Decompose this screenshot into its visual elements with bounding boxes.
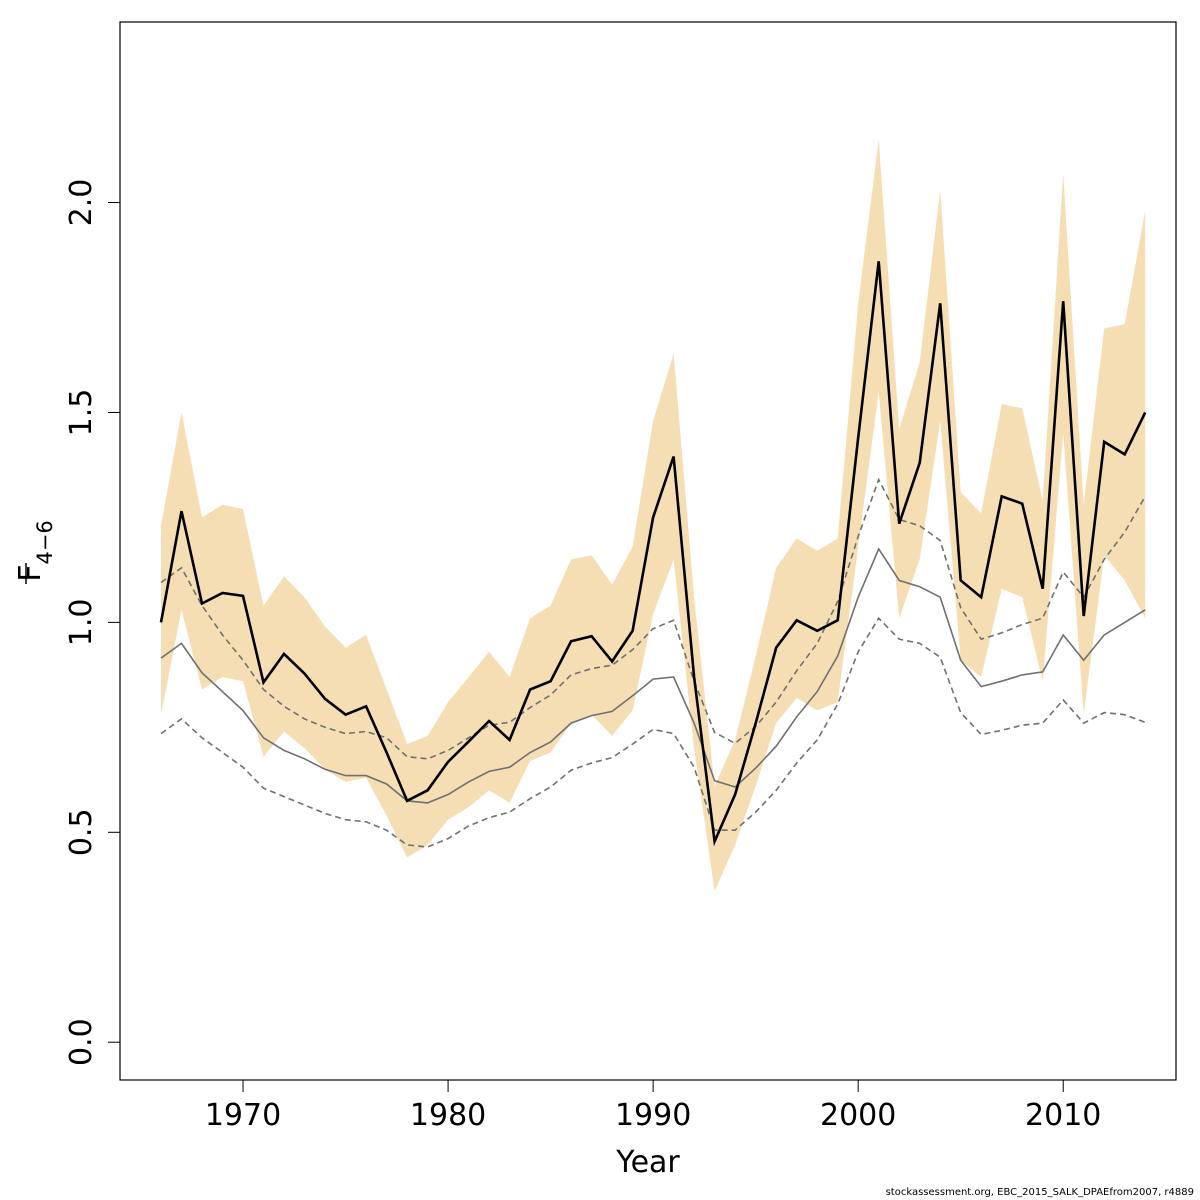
estimate-line-layer bbox=[159, 261, 1147, 847]
svg-text:F4−6: F4−6 bbox=[13, 520, 57, 582]
footer-credit: stockassessment.org, EBC_2015_SALK_DPAEf… bbox=[885, 1187, 1194, 1198]
y-axis-title-subscript: 4−6 bbox=[33, 520, 57, 564]
y-axis-title-main: F bbox=[13, 565, 48, 582]
x-tick-label: 2010 bbox=[1025, 1098, 1101, 1133]
y-axis: 0.0 0.5 1.0 1.5 2.0 bbox=[64, 179, 121, 1066]
x-axis: 1970 1980 1990 2000 2010 bbox=[205, 1079, 1101, 1133]
x-tick-label: 1990 bbox=[615, 1098, 691, 1133]
estimate-line bbox=[159, 261, 1147, 847]
y-tick-label: 0.0 bbox=[64, 1018, 99, 1066]
y-tick-label: 1.0 bbox=[64, 599, 99, 647]
y-tick-label: 0.5 bbox=[64, 808, 99, 856]
y-tick-label: 1.5 bbox=[64, 389, 99, 437]
x-tick-label: 1980 bbox=[410, 1098, 486, 1133]
x-tick-label: 1970 bbox=[205, 1098, 281, 1133]
reference-lines-layer bbox=[160, 477, 1146, 848]
x-axis-title: Year bbox=[615, 1145, 680, 1180]
reference-line bbox=[160, 547, 1146, 804]
x-tick-label: 2000 bbox=[820, 1098, 896, 1133]
reference-upper-line bbox=[160, 477, 1146, 760]
y-tick-label: 2.0 bbox=[64, 179, 99, 227]
y-axis-title: F4−6 bbox=[13, 520, 57, 584]
